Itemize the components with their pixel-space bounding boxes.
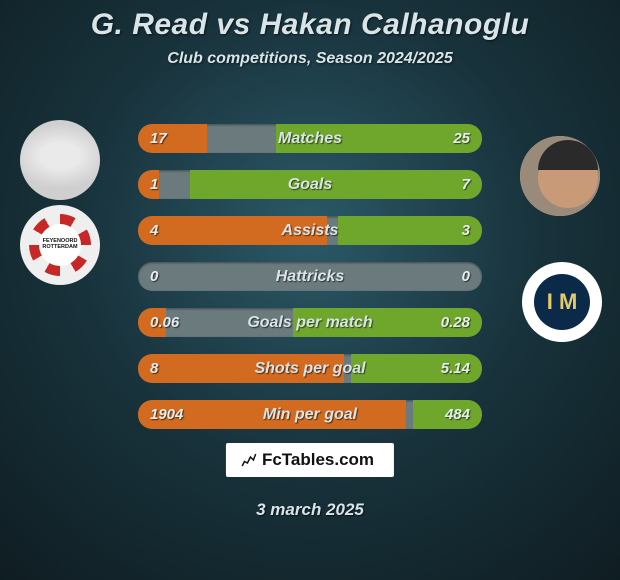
club-right-logo: I M [522, 262, 602, 342]
stat-label: Assists [138, 216, 482, 245]
infographic-container: G. Read vs Hakan Calhanoglu Club competi… [0, 0, 620, 580]
club-left-badge: FEYENOORD ROTTERDAM [29, 214, 91, 276]
chart-icon [240, 451, 258, 469]
stat-label: Hattricks [138, 262, 482, 291]
club-left-logo: FEYENOORD ROTTERDAM [20, 205, 100, 285]
footer-text: FcTables.com [262, 450, 374, 470]
avatar-placeholder [20, 120, 100, 200]
avatar-photo [520, 136, 600, 216]
stat-row: 1904484Min per goal [138, 400, 482, 429]
stat-label: Matches [138, 124, 482, 153]
stat-label: Goals [138, 170, 482, 199]
club-right-badge: I M [534, 274, 590, 330]
stat-label: Goals per match [138, 308, 482, 337]
stat-label: Shots per goal [138, 354, 482, 383]
stat-row: 85.14Shots per goal [138, 354, 482, 383]
club-left-name: FEYENOORD ROTTERDAM [39, 224, 81, 266]
stat-row: 17Goals [138, 170, 482, 199]
footer-attribution: FcTables.com [226, 443, 394, 477]
date-label: 3 march 2025 [0, 500, 620, 520]
page-title: G. Read vs Hakan Calhanoglu [0, 0, 620, 42]
stat-row: 43Assists [138, 216, 482, 245]
stat-row: 0.060.28Goals per match [138, 308, 482, 337]
player-right-avatar [520, 136, 600, 216]
player-left-avatar [20, 120, 100, 200]
stat-row: 00Hattricks [138, 262, 482, 291]
stat-label: Min per goal [138, 400, 482, 429]
page-subtitle: Club competitions, Season 2024/2025 [0, 50, 620, 68]
stat-row: 1725Matches [138, 124, 482, 153]
stats-panel: 1725Matches 17Goals 43Assists 00Hattricks 0.… [138, 124, 482, 446]
